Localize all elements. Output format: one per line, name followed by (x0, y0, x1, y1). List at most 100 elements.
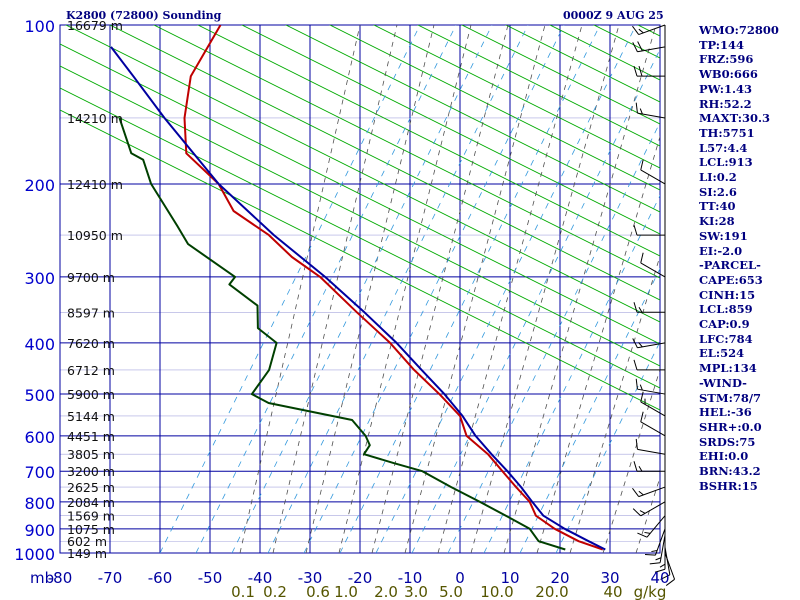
dry-adiabat-line (0, 0, 800, 450)
mixing-ratio-label: 0.2 (263, 583, 287, 600)
index-item: STM:78/7 (699, 391, 779, 406)
mixing-ratio-line (304, 25, 564, 553)
mixing-ratio-label: 1.0 (334, 583, 358, 600)
chart-grid (60, 25, 660, 553)
height-label: 10950 m (67, 228, 123, 243)
index-item: SRDS:75 (699, 435, 779, 450)
mixing-ratio-label: 0.6 (306, 583, 330, 600)
index-item: CAP:0.9 (699, 317, 779, 332)
moist-adiabat-line (240, 25, 360, 553)
pressure-label: 100 (24, 17, 55, 36)
mixing-ratio-line (448, 25, 708, 553)
index-item: RH:52.2 (699, 97, 779, 112)
index-item: LI:0.2 (699, 170, 779, 185)
pressure-label: 1000 (14, 545, 55, 564)
dry-adiabat-line (0, 0, 800, 450)
height-label: 7620 m (67, 336, 115, 351)
temperature-tick-label: -70 (98, 569, 123, 587)
pressure-unit-label: mb (30, 569, 54, 587)
index-item: -WIND- (699, 376, 779, 391)
index-item: TH:5751 (699, 126, 779, 141)
mixing-ratio-label: 5.0 (439, 583, 463, 600)
index-item: TT:40 (699, 199, 779, 214)
index-item: WB0:666 (699, 67, 779, 82)
wind-barb (641, 253, 665, 277)
pressure-label: 600 (24, 428, 55, 447)
wind-barb (641, 412, 665, 436)
wind-barb (636, 379, 665, 394)
chart-title: K2800 (72800) Sounding (66, 9, 221, 22)
height-label: 3805 m (67, 447, 115, 462)
index-item: SW:191 (699, 229, 779, 244)
dry-adiabat-line (112, 0, 800, 450)
moist-adiabat-line (273, 25, 397, 553)
dry-adiabat-line (0, 0, 800, 450)
index-item: EI:-2.0 (699, 244, 779, 259)
dry-adiabat-line (0, 0, 784, 450)
moist-adiabat-line (471, 25, 619, 553)
wind-barb (641, 160, 665, 184)
temperature-tick-label: -60 (148, 569, 173, 587)
index-item: HEL:-36 (699, 405, 779, 420)
dry-adiabat-line (0, 0, 800, 450)
index-item: CAPE:653 (699, 273, 779, 288)
index-item: KI:28 (699, 214, 779, 229)
wind-barb (641, 392, 665, 416)
index-item: EL:524 (699, 346, 779, 361)
mixing-ratio-line (232, 25, 492, 553)
height-label: 3200 m (67, 464, 115, 479)
mixing-ratio-label: 2.0 (374, 583, 398, 600)
stability-indices-list: WMO:72800TP:144FRZ:596WB0:666PW:1.43RH:5… (699, 23, 779, 494)
pressure-label: 500 (24, 386, 55, 405)
pressure-label: 300 (24, 269, 55, 288)
height-label: 9700 m (67, 270, 115, 285)
dry-adiabat-line (24, 0, 800, 450)
height-label: 2625 m (67, 480, 115, 495)
index-item: BSHR:15 (699, 479, 779, 494)
height-label: 12410 m (67, 177, 123, 192)
index-item: LFC:784 (699, 332, 779, 347)
pressure-label: 400 (24, 335, 55, 354)
moist-adiabat-line (504, 25, 656, 553)
index-item: BRN:43.2 (699, 464, 779, 479)
height-label: 6712 m (67, 363, 115, 378)
index-item: LCL:913 (699, 155, 779, 170)
pressure-label: 700 (24, 463, 55, 482)
mixing-ratio-line (340, 25, 600, 553)
index-item: -PARCEL- (699, 258, 779, 273)
index-item: FRZ:596 (699, 52, 779, 67)
index-item: PW:1.43 (699, 82, 779, 97)
mixing-ratio-label: 40 (603, 583, 622, 600)
index-item: MAXT:30.3 (699, 111, 779, 126)
wind-barb (636, 439, 665, 454)
dry-adiabat-line (0, 0, 800, 450)
height-label: 5900 m (67, 387, 115, 402)
mixing-ratio-label: g/kg (634, 583, 667, 600)
index-item: CINH:15 (699, 288, 779, 303)
pressure-label: 800 (24, 494, 55, 513)
mixing-ratio-label: 10.0 (480, 583, 513, 600)
height-label: 5144 m (67, 409, 115, 424)
index-item: SI:2.6 (699, 185, 779, 200)
height-label: 149 m (67, 546, 107, 561)
mixing-ratio-label: 3.0 (404, 583, 428, 600)
dry-adiabat-line (0, 0, 800, 450)
height-label: 14210 m (67, 111, 123, 126)
height-label: 4451 m (67, 429, 115, 444)
moist-adiabat-line (372, 25, 508, 553)
index-item: L57:4.4 (699, 141, 779, 156)
wind-barb (636, 103, 665, 118)
index-item: TP:144 (699, 38, 779, 53)
index-item: WMO:72800 (699, 23, 779, 38)
height-label: 2084 m (67, 495, 115, 510)
mixing-ratio-line (160, 25, 420, 553)
index-item: MPL:134 (699, 361, 779, 376)
pressure-label: 200 (24, 176, 55, 195)
axis-labels: 1002003004005006007008009001000-80-70-60… (14, 17, 669, 600)
dry-adiabat-line (0, 0, 800, 450)
mixing-ratio-label: 0.1 (231, 583, 255, 600)
pressure-label: 900 (24, 521, 55, 540)
index-item: LCL:859 (699, 302, 779, 317)
wind-barb (637, 516, 665, 537)
dry-adiabat-line (0, 0, 800, 450)
